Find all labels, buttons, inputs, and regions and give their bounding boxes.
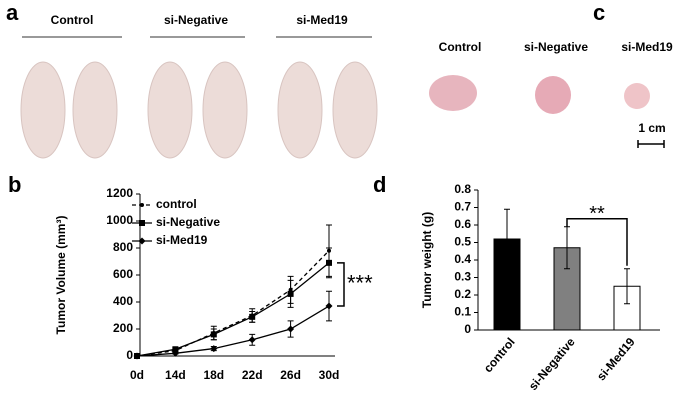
- mouse: [332, 61, 378, 159]
- x-tick-label: si-Med19: [594, 335, 638, 384]
- annotation: ***: [347, 270, 373, 295]
- legend-label: si-Med19: [156, 233, 208, 247]
- group-label: si-Negative: [524, 40, 588, 54]
- y-tick-label: 800: [113, 240, 133, 254]
- series-line: [136, 305, 330, 357]
- group-label: Control: [51, 13, 94, 27]
- y-tick-label: 0: [464, 322, 471, 336]
- series-line: [136, 250, 330, 357]
- y-tick-label: 0.3: [454, 270, 471, 284]
- bracket: [566, 218, 628, 266]
- y-tick-label: 0.6: [454, 217, 471, 231]
- y-tick-label: 0.8: [454, 182, 471, 196]
- group-label: si-Negative: [164, 13, 228, 27]
- mouse: [20, 61, 66, 159]
- marker: [140, 203, 144, 207]
- y-tick-label: 0: [126, 348, 133, 362]
- scale-label: 1 cm: [638, 121, 665, 135]
- marker: [133, 352, 141, 360]
- group-label: si-Med19: [621, 40, 673, 54]
- marker: [138, 237, 146, 245]
- marker: [210, 345, 218, 353]
- marker: [287, 290, 294, 297]
- marker: [326, 259, 332, 266]
- panel-label: c: [593, 0, 605, 25]
- y-tick-label: 1200: [106, 186, 133, 200]
- y-tick-label: 0.1: [454, 305, 471, 319]
- y-tick-label: 0.5: [454, 235, 471, 249]
- tumor: [535, 76, 571, 114]
- y-tick-label: 0.7: [454, 200, 471, 214]
- x-tick-label: control: [481, 335, 518, 375]
- marker: [172, 346, 179, 353]
- annotation: **: [589, 203, 605, 225]
- y-tick-label: 0.2: [454, 287, 471, 301]
- x-tick-label: 0d: [130, 368, 144, 382]
- y-axis-label: Tumor Volume (mm³): [54, 216, 68, 335]
- tumor-photo: Control si-Negative si-Med19 1 cm: [429, 40, 673, 148]
- y-tick-label: 400: [113, 294, 133, 308]
- x-tick-label: 18d: [203, 368, 224, 382]
- y-axis-label: Tumor weight (g): [420, 212, 434, 308]
- error-bar: [624, 268, 630, 305]
- marker: [325, 302, 333, 310]
- marker: [249, 313, 256, 320]
- y-tick-label: 600: [113, 267, 133, 281]
- x-tick-label: 22d: [242, 368, 263, 382]
- scale-bar: [637, 140, 665, 148]
- x-tick-label: 26d: [280, 368, 301, 382]
- mouse: [277, 61, 323, 159]
- x-tick-label: si-Negative: [526, 335, 578, 393]
- group-label: Control: [439, 40, 482, 54]
- x-tick-label: 30d: [319, 368, 340, 382]
- mice-photo: Control si-Negative si-Med19: [20, 13, 378, 159]
- group-label: si-Med19: [296, 13, 348, 27]
- marker: [171, 349, 179, 357]
- marker: [139, 220, 145, 226]
- panel-label: a: [6, 0, 19, 25]
- legend-label: si-Negative: [156, 215, 220, 229]
- y-tick-label: 1000: [106, 213, 133, 227]
- marker: [210, 331, 217, 338]
- marker: [248, 336, 256, 344]
- tumor: [429, 75, 477, 111]
- x-tick-label: 14d: [165, 368, 186, 382]
- marker: [287, 325, 295, 333]
- legend-label: control: [156, 197, 197, 211]
- tumor: [624, 83, 650, 109]
- mouse: [72, 61, 118, 159]
- mouse: [147, 61, 193, 159]
- bracket: [337, 262, 345, 307]
- panel-label: d: [373, 172, 386, 197]
- y-tick-label: 200: [113, 321, 133, 335]
- error-bar: [504, 208, 510, 270]
- series-line: [136, 262, 330, 357]
- mouse: [202, 61, 248, 159]
- bar: [613, 285, 641, 331]
- panel-label: b: [8, 172, 21, 197]
- y-tick-label: 0.4: [454, 252, 471, 266]
